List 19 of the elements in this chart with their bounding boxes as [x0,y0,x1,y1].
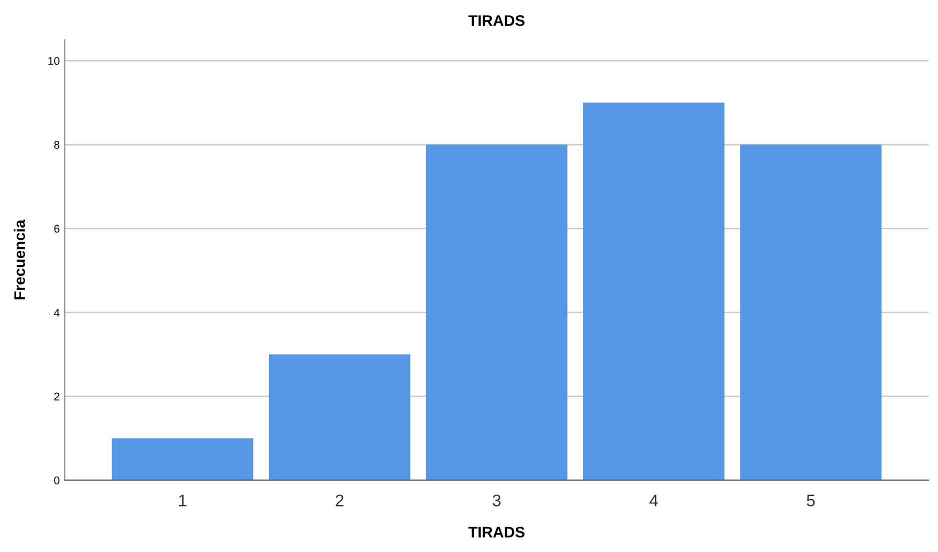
x-tick-label: 2 [336,494,344,506]
x-tick-label: 3 [492,494,501,506]
bar [112,438,254,480]
y-tick-label: 0 [54,476,60,484]
y-tick-label: 6 [54,224,60,233]
chart-title: TIRADS [468,15,525,26]
x-axis-title: TIRADS [468,526,525,538]
x-tick-label: 5 [806,494,815,506]
y-tick-label: 2 [54,392,60,400]
bar [740,144,882,480]
y-tick-label: 4 [54,308,60,316]
x-tick-label: 4 [649,494,658,506]
y-tick-label: 8 [54,140,60,149]
y-tick-label: 10 [48,56,60,65]
bar [583,102,724,480]
bar [426,144,568,480]
x-tick-label: 1 [179,494,186,506]
bar [268,354,410,480]
y-axis-title: Frecuencia [14,220,26,300]
